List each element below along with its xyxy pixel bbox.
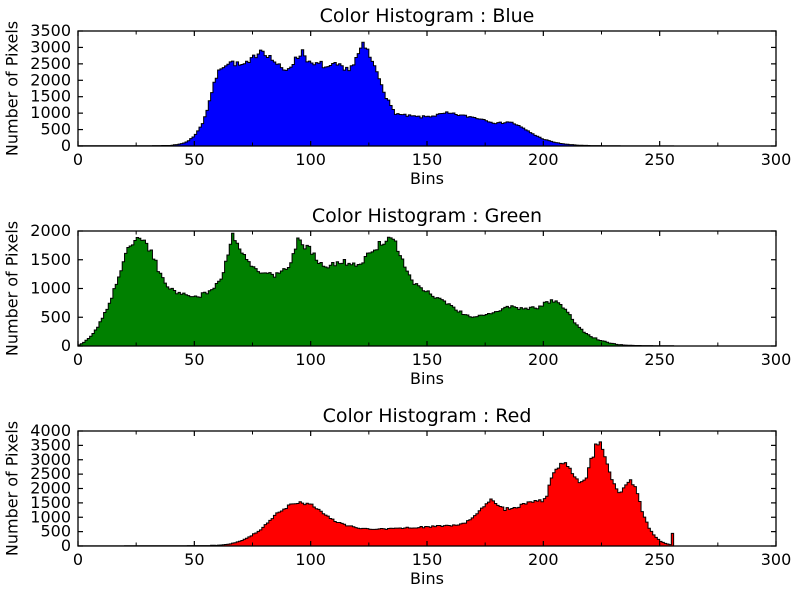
y-tick-label: 2000 bbox=[30, 70, 71, 89]
y-tick-label: 3500 bbox=[30, 435, 71, 454]
y-tick-label: 3000 bbox=[30, 450, 71, 469]
x-tick-label: 200 bbox=[528, 550, 559, 569]
y-tick-label: 500 bbox=[40, 307, 71, 326]
histogram-plot-red: 0 50 100 150 200 250 3000500100015002000250030… bbox=[30, 421, 792, 569]
x-tick-label: 0 bbox=[73, 150, 83, 169]
chart-title: Color Histogram : Blue bbox=[319, 5, 535, 27]
y-tick-label: 1000 bbox=[30, 103, 71, 122]
x-tick-label: 50 bbox=[184, 350, 204, 369]
x-tick-label: 150 bbox=[412, 350, 443, 369]
x-tick-label: 150 bbox=[412, 550, 443, 569]
x-tick-label: 50 bbox=[184, 550, 204, 569]
y-tick-label: 0 bbox=[61, 136, 71, 155]
y-tick-label: 1000 bbox=[30, 279, 71, 298]
histogram-plot-blue: 0 50 100 150 200 250 3000500100015002000250030… bbox=[30, 21, 792, 169]
y-tick-label: 3500 bbox=[30, 21, 71, 40]
y-tick-label: 500 bbox=[40, 120, 71, 139]
y-tick-label: 2500 bbox=[30, 464, 71, 483]
y-tick-label: 1500 bbox=[30, 493, 71, 512]
histogram-plot-green: 0 50 100 150 200 250 300 0 500 1000 1500 2000 bbox=[30, 221, 792, 369]
x-axis-label: Bins bbox=[410, 369, 444, 388]
y-tick-label: 0 bbox=[61, 336, 71, 355]
x-tick-label: 250 bbox=[644, 350, 675, 369]
x-tick-label: 100 bbox=[295, 550, 326, 569]
x-tick-label: 0 bbox=[73, 550, 83, 569]
x-tick-label: 0 bbox=[73, 350, 83, 369]
x-tick-label: 50 bbox=[184, 150, 204, 169]
y-tick-label: 0 bbox=[61, 536, 71, 555]
y-tick-label: 2000 bbox=[30, 479, 71, 498]
x-tick-label: 300 bbox=[761, 150, 792, 169]
histogram-area-red bbox=[77, 441, 675, 547]
x-axis-label: Bins bbox=[410, 569, 444, 588]
x-tick-label: 100 bbox=[295, 350, 326, 369]
x-tick-label: 150 bbox=[412, 150, 443, 169]
y-tick-label: 500 bbox=[40, 522, 71, 541]
subplot-red: Color Histogram : Red Number of Pixels 0… bbox=[0, 400, 800, 600]
histogram-area-green bbox=[77, 232, 675, 347]
x-tick-label: 250 bbox=[644, 550, 675, 569]
chart-title: Color Histogram : Red bbox=[322, 405, 532, 427]
y-tick-label: 2500 bbox=[30, 54, 71, 73]
y-tick-label: 3000 bbox=[30, 37, 71, 56]
y-tick-label: 1500 bbox=[30, 87, 71, 106]
y-tick-label: 1500 bbox=[30, 250, 71, 269]
subplot-green: Color Histogram : Green Number of Pixels… bbox=[0, 200, 800, 400]
x-axis-label: Bins bbox=[410, 169, 444, 188]
chart-title: Color Histogram : Green bbox=[311, 205, 543, 227]
x-tick-label: 200 bbox=[528, 150, 559, 169]
subplot-blue: Color Histogram : Blue Number of Pixels … bbox=[0, 0, 800, 200]
y-tick-label: 4000 bbox=[30, 421, 71, 440]
x-tick-label: 300 bbox=[761, 350, 792, 369]
x-tick-label: 300 bbox=[761, 550, 792, 569]
y-tick-label: 1000 bbox=[30, 507, 71, 526]
y-tick-label: 2000 bbox=[30, 221, 71, 240]
x-tick-label: 200 bbox=[528, 350, 559, 369]
histogram-area-blue bbox=[77, 41, 675, 147]
x-tick-label: 100 bbox=[295, 150, 326, 169]
x-tick-label: 250 bbox=[644, 150, 675, 169]
